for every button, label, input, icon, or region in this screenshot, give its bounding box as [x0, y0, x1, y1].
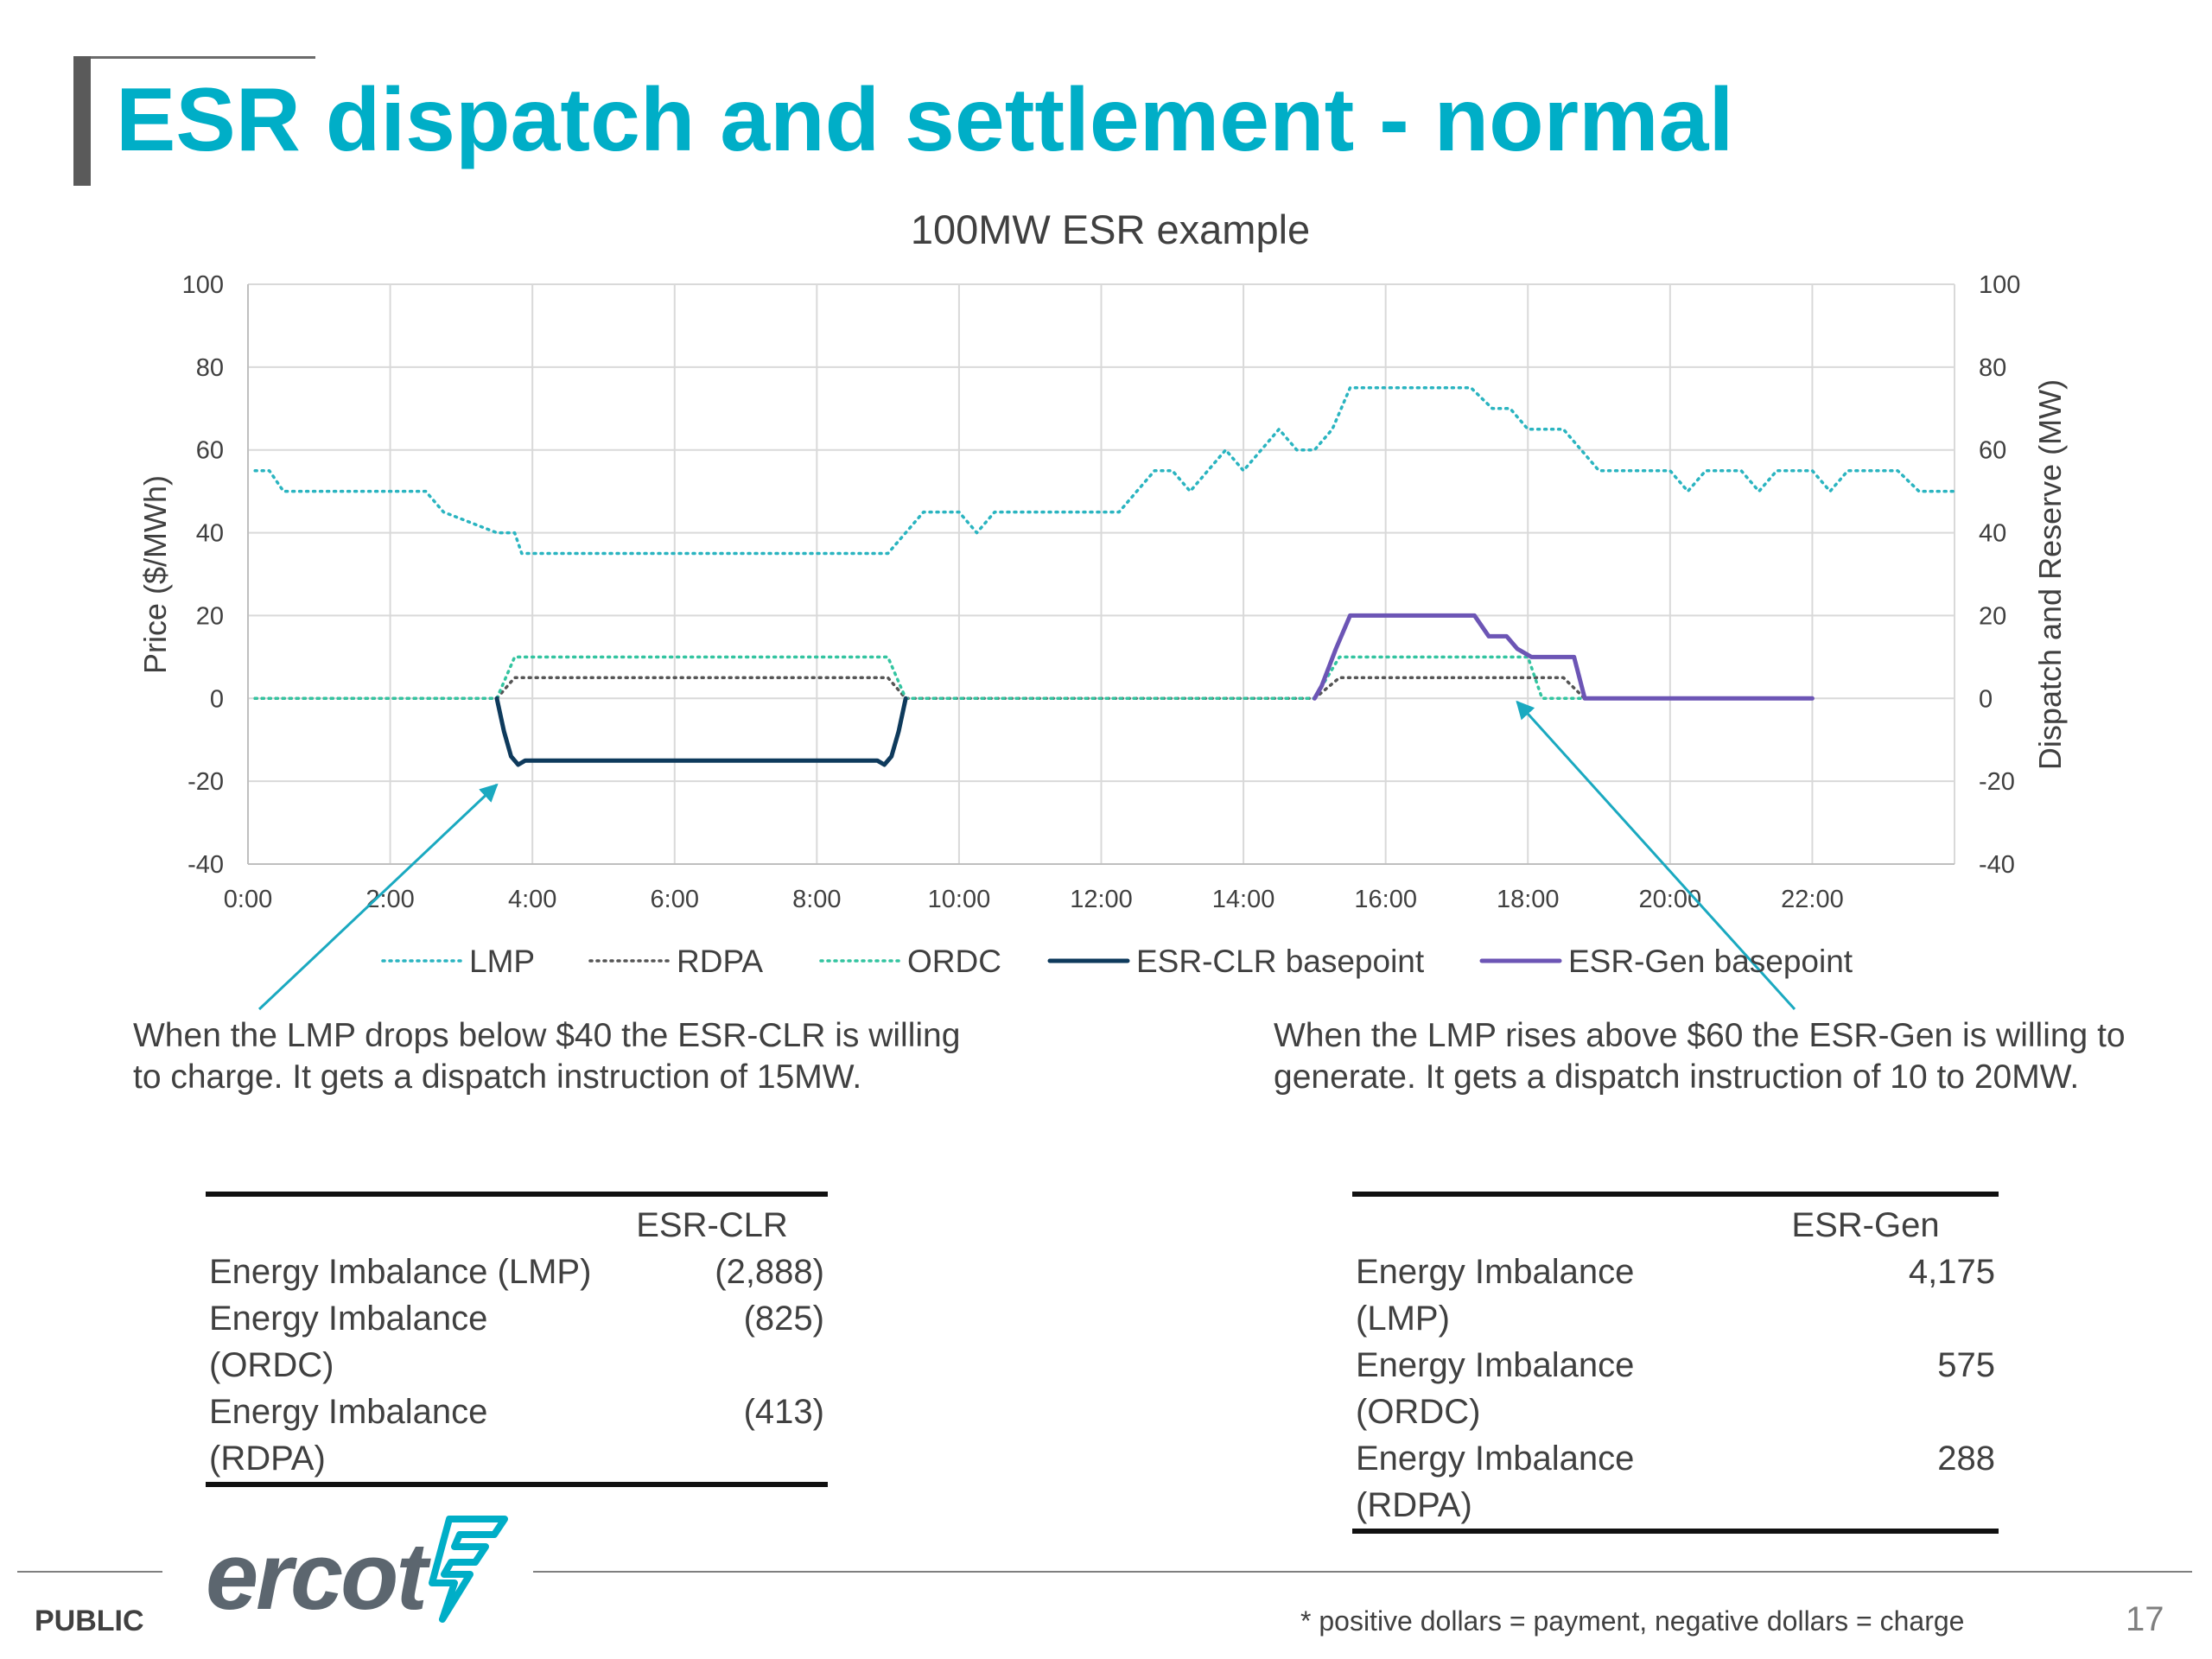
row-value: 575	[1937, 1346, 1995, 1384]
series-line-esr-clr-basepoint	[494, 696, 908, 767]
y-tick-label: 60	[196, 437, 224, 465]
chart-series	[253, 386, 1956, 767]
y-axis-label: Price ($/MWh)	[137, 475, 173, 674]
x-tick-label: 10:00	[928, 886, 991, 913]
row-value: (2,888)	[715, 1253, 824, 1291]
slide-title: ESR dispatch and settlement - normal	[116, 70, 1734, 170]
table-header: ESR-Gen	[1352, 1197, 1999, 1249]
x-tick-label: 12:00	[1070, 886, 1133, 913]
footer-rule-left	[17, 1571, 162, 1573]
table-top-rule	[1352, 1192, 1999, 1197]
y2-tick-label: 80	[1979, 354, 2006, 382]
table-header-label: ESR-Gen	[1791, 1206, 1940, 1244]
series-line-ordc	[253, 655, 1815, 701]
page-number: 17	[2126, 1600, 2164, 1638]
y-tick-label: 0	[210, 685, 224, 713]
x-tick-label: 22:00	[1781, 886, 1844, 913]
legend-label: ESR-Gen basepoint	[1568, 944, 1853, 979]
settlement-table-clr: ESR-CLR Energy Imbalance (LMP) (2,888) E…	[206, 1192, 828, 1487]
y-tick-label: 80	[196, 354, 224, 382]
x-tick-label: 8:00	[792, 886, 841, 913]
legend-label: RDPA	[677, 944, 763, 979]
table-header: ESR-CLR	[206, 1197, 828, 1249]
x-tick-label: 4:00	[508, 886, 556, 913]
row-label: Energy Imbalance (ORDC)	[1356, 1346, 1635, 1431]
legend-label: ORDC	[907, 944, 1001, 979]
y-tick-label: -40	[188, 851, 224, 879]
chart-title: 100MW ESR example	[911, 207, 1310, 252]
table-row: Energy Imbalance (LMP) (2,888)	[206, 1249, 828, 1295]
row-label: Energy Imbalance (LMP)	[1356, 1253, 1635, 1338]
title-accent-bar	[73, 56, 91, 186]
y2-tick-label: 40	[1979, 520, 2006, 548]
chart-grid	[247, 283, 1955, 865]
ercot-bolt-icon	[428, 1516, 508, 1623]
series-line-lmp	[253, 386, 1956, 556]
footnote: * positive dollars = payment, negative d…	[1300, 1605, 1965, 1637]
row-value: (413)	[743, 1393, 824, 1431]
annotation-arrow-gen	[1516, 700, 1796, 1011]
x-tick-label: 2:00	[365, 886, 414, 913]
footer-rule-right	[533, 1571, 2192, 1573]
settlement-table-gen: ESR-Gen Energy Imbalance (LMP) 4,175 Ene…	[1352, 1192, 1999, 1534]
series-line-rdpa	[253, 676, 1815, 701]
y2-tick-label: 20	[1979, 602, 2006, 630]
table-bottom-rule	[206, 1482, 828, 1487]
y2-tick-label: 60	[1979, 437, 2006, 465]
x-tick-label: 16:00	[1354, 886, 1417, 913]
table-row: Energy Imbalance (ORDC) 575	[1352, 1342, 1999, 1435]
chart-annotations	[257, 700, 1796, 1011]
x-tick-label: 18:00	[1497, 886, 1560, 913]
title-accent-rule	[73, 56, 315, 59]
note-esr-clr: When the LMP drops below $40 the ESR-CLR…	[133, 1017, 961, 1096]
row-value: (825)	[743, 1300, 824, 1338]
y-tick-label: 100	[182, 271, 224, 299]
logo-wordmark: ercot	[206, 1523, 428, 1630]
y2-tick-label: -20	[1979, 768, 2015, 796]
legend-label: ESR-CLR basepoint	[1136, 944, 1425, 979]
chart-legend: LMP RDPA ORDC ESR-CLR basepoint ESR-Gen base…	[381, 944, 1853, 979]
x-tick-label: 0:00	[224, 886, 272, 913]
row-value: 4,175	[1908, 1253, 1995, 1291]
row-value: 288	[1937, 1440, 1995, 1478]
table-row: Energy Imbalance (LMP) 4,175	[1352, 1249, 1999, 1342]
dispatch-chart: 100MW ESR example 100 100 80 80 60 60 40 40 20 20…	[137, 207, 2068, 1011]
row-label: Energy Imbalance (LMP)	[209, 1253, 592, 1291]
ercot-logo: ercot	[206, 1512, 512, 1624]
note-esr-gen: When the LMP rises above $60 the ESR-Gen…	[1274, 1017, 2126, 1096]
y2-tick-label: -40	[1979, 851, 2015, 879]
x-tick-label: 20:00	[1639, 886, 1702, 913]
y2-axis-label: Dispatch and Reserve (MW)	[2032, 379, 2068, 770]
table-row: Energy Imbalance (RDPA) (413)	[206, 1389, 828, 1482]
table-header-label: ESR-CLR	[636, 1206, 788, 1244]
annotation-arrow-clr	[257, 783, 499, 1011]
row-label: Energy Imbalance (ORDC)	[209, 1300, 488, 1384]
y2-tick-label: 0	[1979, 685, 1993, 713]
table-row: Energy Imbalance (RDPA) 288	[1352, 1435, 1999, 1529]
y-tick-label: 40	[196, 520, 224, 548]
legend-label: LMP	[469, 944, 535, 979]
series-line-esr-gen-basepoint	[1312, 613, 1815, 701]
table-bottom-rule	[1352, 1529, 1999, 1534]
y-tick-label: 20	[196, 602, 224, 630]
x-tick-label: 14:00	[1212, 886, 1275, 913]
row-label: Energy Imbalance (RDPA)	[1356, 1440, 1635, 1524]
table-row: Energy Imbalance (ORDC) (825)	[206, 1295, 828, 1389]
y2-tick-label: 100	[1979, 271, 2020, 299]
x-tick-label: 6:00	[651, 886, 699, 913]
classification-label: PUBLIC	[35, 1605, 144, 1637]
row-label: Energy Imbalance (RDPA)	[209, 1393, 488, 1478]
table-top-rule	[206, 1192, 828, 1197]
y-tick-label: -20	[188, 768, 224, 796]
